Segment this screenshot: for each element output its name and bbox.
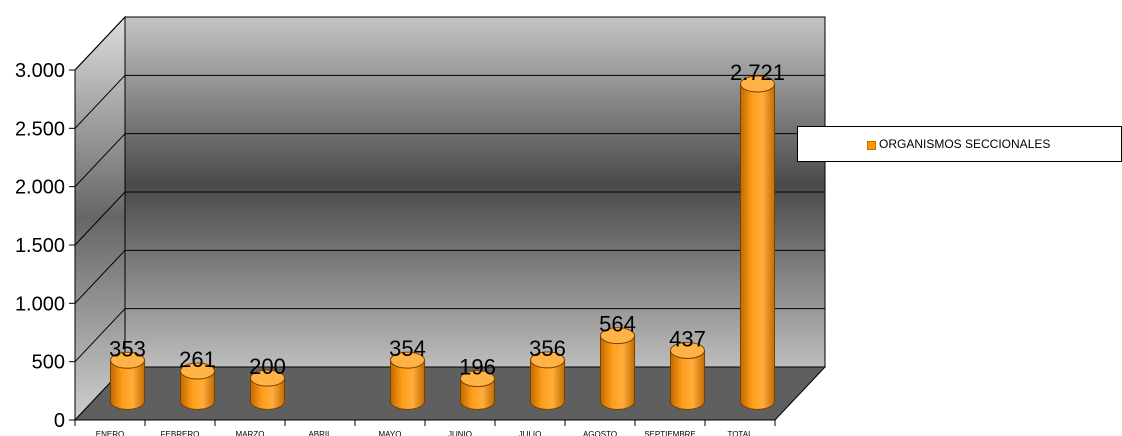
data-label: 261 <box>179 347 216 372</box>
bar-top <box>460 370 495 388</box>
data-label: 353 <box>109 336 146 361</box>
bar-body <box>530 359 565 410</box>
data-label: 2.721 <box>730 60 785 85</box>
bar <box>110 351 145 410</box>
legend-label: ORGANISMOS SECCIONALES <box>879 137 1051 151</box>
bar-body <box>250 377 285 410</box>
bar-body <box>110 359 145 410</box>
gridline-side <box>74 249 126 304</box>
x-axis-tick-labels: ENERO FEBRERO MARZO ABRIL MAYO JUNIO JULIO AGOS… <box>96 430 753 436</box>
bar-top <box>740 75 775 93</box>
bar <box>740 75 775 410</box>
x-tick-label: MAYO <box>379 430 402 436</box>
bar <box>670 341 705 410</box>
x-tick-label: ENERO <box>96 430 124 436</box>
data-labels: 353 261 200 354 196 356 564 437 2.721 <box>109 60 785 380</box>
gridline-side <box>74 133 126 188</box>
x-tick-label: ABRIL <box>308 430 332 436</box>
data-label: 354 <box>389 336 426 361</box>
data-label: 200 <box>249 354 286 379</box>
x-tick-label: SEPTIEMBRE <box>644 430 696 436</box>
bar-top <box>250 369 285 387</box>
bar <box>180 362 215 410</box>
legend: ORGANISMOS SECCIONALES <box>797 126 1122 162</box>
data-label: 437 <box>669 326 706 351</box>
gridline-side <box>74 16 126 71</box>
bar-top <box>600 327 635 345</box>
y-tick-label: 1.000 <box>15 293 65 315</box>
bar <box>600 327 635 410</box>
bar-body <box>180 370 215 410</box>
bar-top <box>180 362 215 380</box>
bar-top <box>530 351 565 369</box>
y-tick-label: 2.000 <box>15 177 65 199</box>
bar-top <box>390 351 425 369</box>
y-tick-label: 1.500 <box>15 235 65 257</box>
x-tick-label: MARZO <box>236 430 265 436</box>
bars <box>110 75 775 410</box>
data-label: 196 <box>459 355 496 380</box>
y-tick-label: 3.000 <box>15 60 65 82</box>
x-tick-label: FEBRERO <box>161 430 200 436</box>
gridline-side <box>74 191 126 246</box>
x-tick-label: TOTAL <box>727 430 753 436</box>
x-tick-label: JUNIO <box>448 430 472 436</box>
bar-top <box>110 351 145 369</box>
legend-swatch <box>867 141 876 150</box>
y-tick-label: 500 <box>32 352 65 374</box>
gridline-side <box>74 74 126 129</box>
bar <box>390 351 425 410</box>
y-tick-label: 2.500 <box>15 118 65 140</box>
gridlines <box>69 16 825 426</box>
bar-body <box>670 349 705 410</box>
x-tick-label: AGOSTO <box>583 430 617 436</box>
bar-top <box>670 341 705 359</box>
bar-body <box>740 83 775 410</box>
bar-body <box>460 378 495 410</box>
bar <box>530 351 565 410</box>
y-axis-tick-labels: 0 500 1.000 1.500 2.000 2.500 3.000 <box>15 60 65 432</box>
data-label: 564 <box>599 312 636 337</box>
gridline-side <box>74 308 126 363</box>
bar <box>250 369 285 410</box>
y-tick-label: 0 <box>54 410 65 432</box>
bar-body <box>390 359 425 410</box>
bar-body <box>600 335 635 410</box>
data-label: 356 <box>529 336 566 361</box>
bar <box>460 370 495 410</box>
x-tick-label: JULIO <box>519 430 542 436</box>
